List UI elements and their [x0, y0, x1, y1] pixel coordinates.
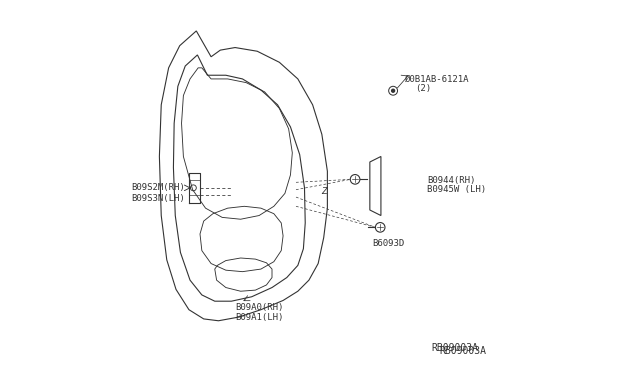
Text: B09S2M(RH): B09S2M(RH) [131, 183, 185, 192]
Circle shape [392, 89, 395, 92]
Text: B09A0(RH): B09A0(RH) [235, 303, 284, 312]
Text: RB09003A: RB09003A [432, 343, 479, 353]
Text: B0944(RH): B0944(RH) [427, 176, 476, 185]
Text: B0945W (LH): B0945W (LH) [427, 185, 486, 194]
Text: RB09003A: RB09003A [439, 346, 486, 356]
Text: Z: Z [321, 187, 326, 196]
Text: Ø0B1AB-6121A: Ø0B1AB-6121A [405, 74, 469, 83]
Text: B6093D: B6093D [372, 239, 404, 248]
Text: B09A1(LH): B09A1(LH) [235, 312, 284, 321]
Text: B09S3N(LH): B09S3N(LH) [131, 195, 185, 203]
Text: (2): (2) [415, 84, 431, 93]
